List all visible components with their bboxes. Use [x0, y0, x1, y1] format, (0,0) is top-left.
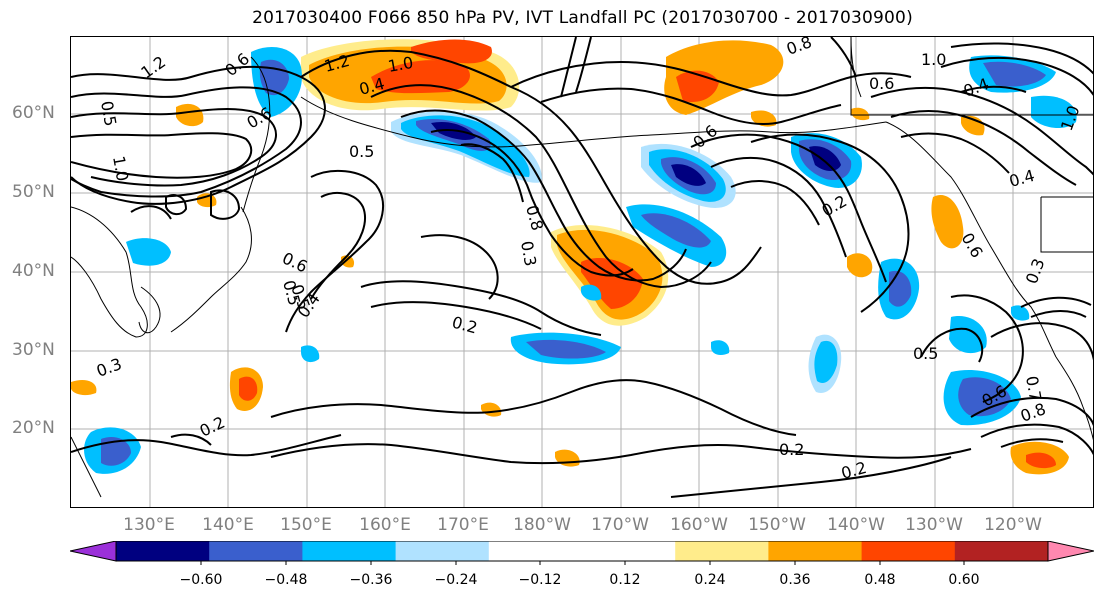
colorbar-outline [115, 541, 1049, 562]
colorbar-tick-label: 0.24 [694, 572, 726, 588]
lon-label: 170°E [437, 515, 489, 535]
colorbar-segment [116, 541, 210, 561]
contour-label: 0.3 [517, 239, 540, 267]
contour-label: 0.2 [779, 440, 804, 459]
lat-label-30n: 30°N [12, 340, 55, 360]
colorbar-segment [582, 541, 676, 561]
lon-label: 160°E [359, 515, 411, 535]
colorbar-tick-label: 0.12 [609, 572, 641, 588]
contour-label: 1.0 [386, 53, 414, 76]
ivt-contours [71, 37, 1093, 498]
contour-label: 0.5 [913, 344, 938, 363]
contour-label: 0.2 [450, 313, 480, 338]
map-canvas: 1.2 0.6 1.0 0.5 1.2 1.0 0.4 0.5 0.6 0.5 … [71, 37, 1093, 507]
lat-label-40n: 40°N [12, 261, 55, 281]
colorbar-segment [488, 541, 583, 561]
lon-label: 180°W [513, 515, 571, 535]
colorbar-extend-high [1047, 541, 1094, 562]
colorbar-tick-label: 0.60 [948, 572, 980, 588]
colorbar-tick-label: −0.48 [264, 572, 308, 588]
pv-shading [71, 39, 1077, 475]
contour-label: 0.6 [221, 49, 253, 80]
contour-label: 0.8 [1018, 399, 1048, 426]
contour-label: 1.0 [109, 154, 132, 182]
colorbar-tick-label: 0.36 [779, 572, 811, 588]
colorbar-segment [302, 541, 397, 561]
colorbar-tick-label: −0.60 [179, 572, 223, 588]
lon-label: 150°W [748, 515, 806, 535]
map-panel: 1.2 0.6 1.0 0.5 1.2 1.0 0.4 0.5 0.6 0.5 … [70, 36, 1094, 508]
contour-label: 1.0 [921, 50, 946, 69]
lon-label: 120°W [984, 515, 1042, 535]
colorbar-segment [861, 541, 956, 561]
lat-label-50n: 50°N [12, 182, 55, 202]
lon-label: 130°W [905, 515, 963, 535]
colorbar-tick-label: −0.24 [434, 572, 478, 588]
contour-label: 0.2 [197, 413, 228, 441]
colorbar-tick-label: −0.12 [518, 572, 562, 588]
contour-label: 0.8 [522, 203, 547, 233]
colorbar-tick-label: −0.36 [349, 572, 393, 588]
lon-label: 130°E [123, 515, 175, 535]
contour-label: 0.2 [819, 191, 851, 220]
colorbar-tick-label: 0.48 [864, 572, 896, 588]
contour-label: 0.5 [97, 99, 120, 127]
graticule [71, 37, 1093, 507]
colorbar-segment [675, 541, 769, 561]
colorbar-extend-low [70, 541, 117, 562]
contour-label: 0.2 [839, 458, 869, 483]
contour-label: 0.5 [349, 142, 374, 161]
colorbar-segment [954, 541, 1049, 561]
lon-label: 140°W [827, 515, 885, 535]
colorbar-segments [70, 541, 1094, 562]
lon-label: 140°E [202, 515, 254, 535]
contour-label: 0.8 [784, 37, 814, 59]
contour-label: 0.4 [1007, 166, 1037, 191]
contour-label: 0.3 [1022, 256, 1049, 286]
lon-label: 150°E [280, 515, 332, 535]
lon-label: 160°W [670, 515, 728, 535]
contour-label: 0.6 [689, 121, 721, 152]
colorbar-segment [768, 541, 863, 561]
contour-label: 0.6 [869, 74, 894, 93]
colorbar-ticks [200, 561, 965, 565]
colorbar-segment [209, 541, 303, 561]
contour-label: 0.3 [94, 354, 124, 381]
chart-title: 2017030400 F066 850 hPa PV, IVT Landfall… [252, 8, 913, 28]
lat-label-20n: 20°N [12, 418, 55, 438]
contour-label: 0.7 [1022, 374, 1045, 402]
colorbar-segment [395, 541, 490, 561]
colorbar [70, 541, 1094, 565]
lat-label-60n: 60°N [12, 103, 55, 123]
lon-label: 170°W [591, 515, 649, 535]
